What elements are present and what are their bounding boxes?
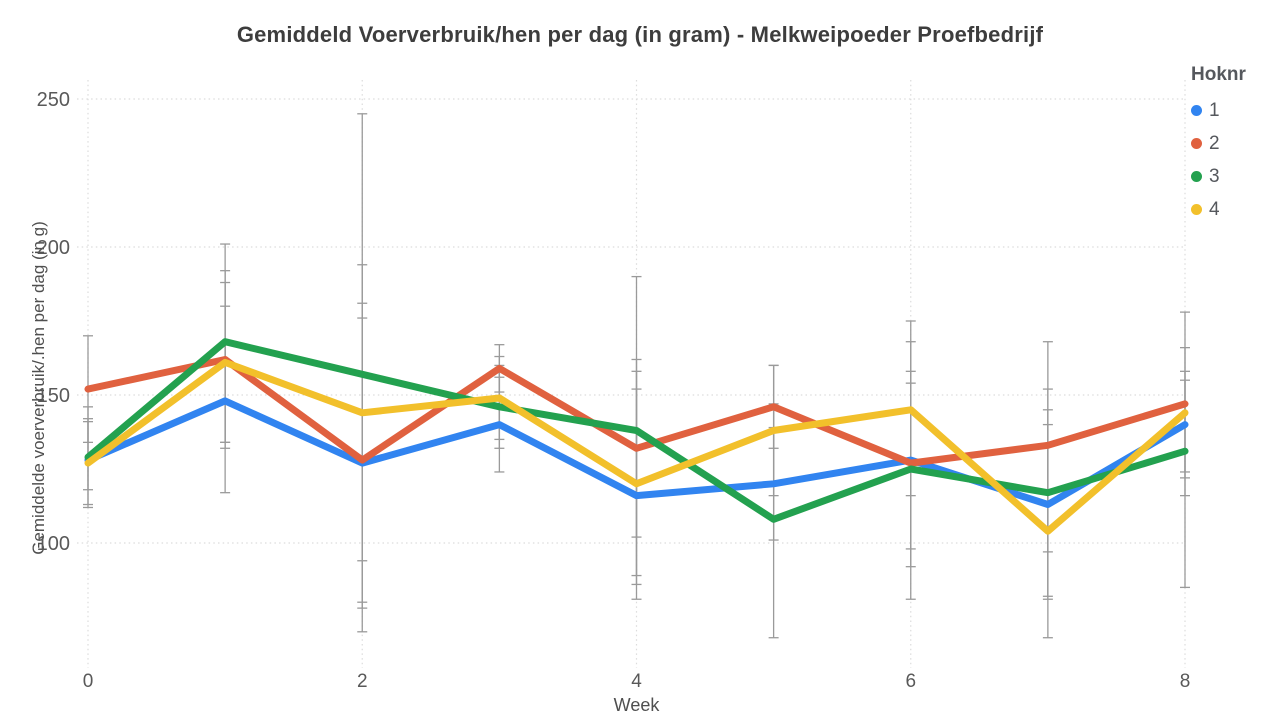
series-line-2 xyxy=(84,356,1189,467)
legend: Hoknr 1 2 3 4 xyxy=(1191,64,1277,226)
legend-item-label: 4 xyxy=(1209,198,1220,220)
legend-item-label: 1 xyxy=(1209,99,1220,121)
legend-dot-icon xyxy=(1191,138,1202,149)
y-tick-label: 100 xyxy=(37,533,70,555)
legend-items: 1 2 3 4 xyxy=(1191,94,1277,226)
series-line-4 xyxy=(84,358,1189,535)
legend-dot-icon xyxy=(1191,105,1202,116)
x-tick-label: 4 xyxy=(631,671,642,692)
chart-title: Gemiddeld Voerverbruik/hen per dag (in g… xyxy=(236,22,1044,47)
series-line-3 xyxy=(84,338,1189,523)
x-tick-label: 0 xyxy=(83,671,94,692)
y-tick-label: 200 xyxy=(37,237,70,259)
legend-item-1: 1 xyxy=(1191,94,1277,127)
legend-dot-icon xyxy=(1191,204,1202,215)
legend-item-2: 2 xyxy=(1191,127,1277,160)
legend-item-label: 3 xyxy=(1209,165,1220,187)
x-tick-label: 6 xyxy=(905,671,916,692)
legend-item-label: 2 xyxy=(1209,132,1220,154)
legend-item-4: 4 xyxy=(1191,193,1277,226)
legend-dot-icon xyxy=(1191,171,1202,182)
y-tick-label: 250 xyxy=(37,89,70,111)
x-tick-label: 8 xyxy=(1180,671,1191,692)
legend-title: Hoknr xyxy=(1191,64,1246,85)
legend-item-3: 3 xyxy=(1191,160,1277,193)
x-tick-label: 2 xyxy=(357,671,368,692)
x-axis-title: Week xyxy=(613,695,660,715)
y-tick-label: 150 xyxy=(37,385,70,407)
